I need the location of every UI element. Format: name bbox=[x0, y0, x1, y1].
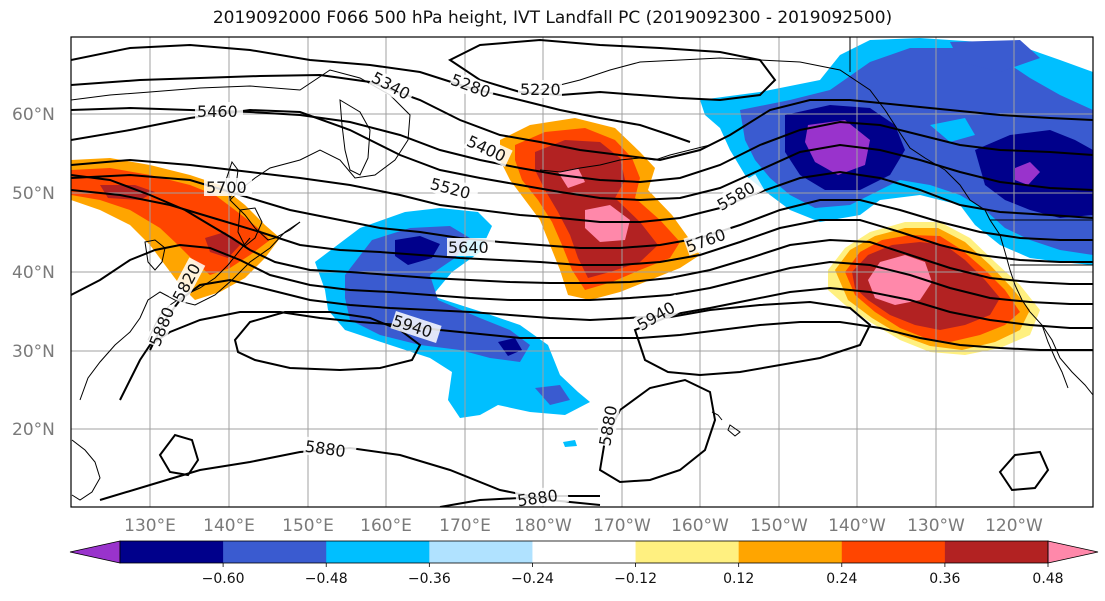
colorbar-tick-label: −0.36 bbox=[408, 571, 451, 587]
lon-label-170e: 170°E bbox=[439, 516, 491, 536]
coast-kamchatka bbox=[339, 99, 371, 176]
lat-label-30n: 30°N bbox=[12, 342, 55, 362]
lon-label-130w: 130°W bbox=[907, 516, 965, 536]
lon-label-160w: 160°W bbox=[671, 516, 729, 536]
colorbar-segment bbox=[738, 541, 843, 563]
colorbar-extension-high bbox=[1047, 540, 1099, 564]
map-area: 5340 5280 5220 5460 5400 5700 5520 5580 … bbox=[71, 37, 1093, 510]
colorbar-tick-label: −0.12 bbox=[614, 571, 657, 587]
colorbar-tick-label: −0.48 bbox=[305, 571, 348, 587]
coast-border bbox=[849, 37, 1093, 266]
lat-label-40n: 40°N bbox=[12, 263, 55, 283]
contour-label-5880-bottom: 5880 bbox=[516, 486, 559, 510]
ivt-blue-region-central-pacific-core bbox=[395, 236, 440, 265]
coast-north-america bbox=[989, 219, 1093, 396]
contour-5580 bbox=[71, 173, 1093, 249]
colorbar: −0.60 −0.48 −0.36 −0.24 −0.12 0.12 0.24 0.36 0.4… bbox=[69, 540, 1099, 587]
contour-5820 bbox=[149, 278, 1093, 351]
colorbar-extension-low bbox=[69, 540, 121, 564]
lon-label-160e: 160°E bbox=[360, 516, 412, 536]
latitude-labels: 60°N 50°N 40°N 30°N 20°N bbox=[12, 105, 55, 440]
coast-aleutians bbox=[539, 144, 711, 173]
lat-label-60n: 60°N bbox=[12, 105, 55, 125]
contour-label-5460: 5460 bbox=[197, 102, 238, 121]
lon-label-170w: 170°W bbox=[593, 516, 651, 536]
colorbar-segment bbox=[944, 541, 1049, 563]
coast-baja bbox=[1041, 324, 1069, 389]
colorbar-segment bbox=[223, 541, 327, 563]
lon-label-150e: 150°E bbox=[282, 516, 334, 536]
coast-philippines bbox=[71, 439, 101, 501]
contour-5640 bbox=[71, 189, 1093, 266]
colorbar-segment bbox=[841, 541, 946, 563]
lon-label-140e: 140°E bbox=[203, 516, 255, 536]
coast-asia bbox=[71, 69, 411, 241]
colorbar-tick-label: −0.60 bbox=[202, 571, 245, 587]
ivt-warm-region-north-pacific-peak2 bbox=[558, 168, 585, 188]
contour-label-5640: 5640 bbox=[448, 238, 489, 257]
lat-label-20n: 20°N bbox=[12, 420, 55, 440]
contour-label-5220: 5220 bbox=[520, 80, 561, 99]
contour-5700 bbox=[71, 174, 1093, 285]
contour-5280 bbox=[71, 43, 691, 143]
lon-label-120w: 120°W bbox=[985, 516, 1043, 536]
coast-korea bbox=[144, 239, 166, 271]
colorbar-segment bbox=[326, 541, 430, 563]
colorbar-tick-label: 0.12 bbox=[723, 571, 754, 587]
lon-label-140w: 140°W bbox=[828, 516, 886, 536]
lon-label-130e: 130°E bbox=[124, 516, 176, 536]
ivt-blue-region-canada-peak bbox=[1015, 162, 1040, 185]
lat-label-50n: 50°N bbox=[12, 184, 55, 204]
colorbar-segment bbox=[635, 541, 740, 563]
contour-5940-closed-west bbox=[233, 311, 422, 372]
contour-5520 bbox=[71, 158, 1093, 223]
colorbar-tick-label: 0.48 bbox=[1032, 571, 1063, 587]
colorbar-tick-label: 0.24 bbox=[826, 571, 857, 587]
ivt-blue-region-subtropics bbox=[535, 385, 570, 405]
contour-closed-small-1 bbox=[158, 433, 200, 477]
contour-label-5700: 5700 bbox=[206, 178, 247, 197]
ivt-blue-region-hudson bbox=[930, 118, 975, 142]
contour-5880-main bbox=[119, 311, 1093, 401]
colorbar-segment bbox=[429, 541, 533, 563]
longitude-labels: 130°E 140°E 150°E 160°E 170°E 180°W 170°… bbox=[124, 516, 1043, 536]
ivt-warm-region-north-pacific-peak bbox=[585, 205, 630, 242]
colorbar-segment bbox=[532, 541, 637, 563]
contour-5400 bbox=[71, 106, 1093, 184]
contour-5940-closed-east bbox=[633, 300, 872, 377]
colorbar-segment bbox=[120, 541, 224, 563]
contour-5340 bbox=[71, 73, 1093, 162]
contour-closed-small-2 bbox=[998, 450, 1050, 492]
ivt-blue-region-gulf-of-alaska-peak bbox=[805, 120, 870, 175]
contour-5760 bbox=[71, 243, 1093, 305]
coast-alaska bbox=[539, 57, 991, 221]
ivt-blue-region-small-island bbox=[563, 440, 577, 447]
lon-label-150w: 150°W bbox=[750, 516, 808, 536]
coast-japan-north bbox=[237, 207, 263, 247]
map-frame bbox=[70, 36, 1094, 508]
contour-5460 bbox=[71, 108, 1093, 202]
ivt-blue-region-top bbox=[950, 40, 1040, 72]
colorbar-tick-label: −0.24 bbox=[511, 571, 554, 587]
map-title: 2019092000 F066 500 hPa height, IVT Land… bbox=[212, 8, 893, 28]
colorbar-tick-label: 0.36 bbox=[929, 571, 960, 587]
colorbar-outline bbox=[119, 540, 1049, 564]
lon-label-180w: 180°W bbox=[514, 516, 572, 536]
